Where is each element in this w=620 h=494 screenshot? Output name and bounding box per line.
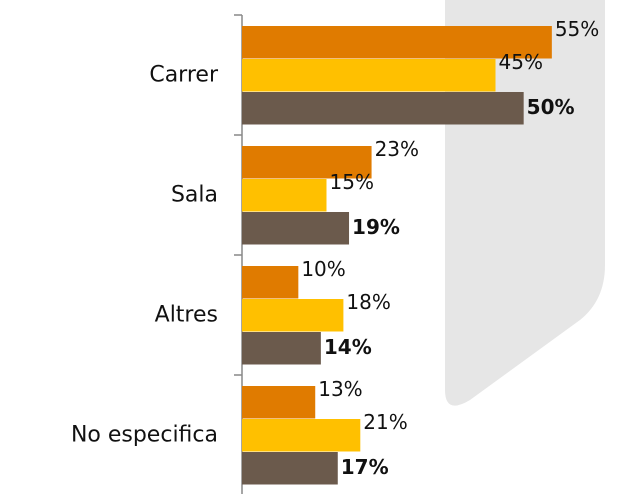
bar bbox=[242, 59, 496, 92]
category-label: Altres bbox=[155, 303, 218, 328]
category-label: No especifica bbox=[71, 423, 218, 448]
value-label: 19% bbox=[352, 215, 400, 239]
bar bbox=[242, 299, 344, 332]
value-label: 17% bbox=[341, 455, 389, 479]
bar bbox=[242, 266, 299, 299]
bar bbox=[242, 452, 338, 485]
value-label: 23% bbox=[375, 137, 419, 161]
bar bbox=[242, 332, 321, 365]
bar bbox=[242, 212, 350, 245]
value-label: 14% bbox=[324, 335, 372, 359]
bar bbox=[242, 386, 316, 419]
value-label: 55% bbox=[555, 17, 599, 41]
bar bbox=[242, 146, 372, 179]
value-label: 50% bbox=[527, 95, 575, 119]
value-label: 13% bbox=[318, 377, 362, 401]
value-label: 18% bbox=[346, 290, 390, 314]
value-label: 45% bbox=[499, 50, 543, 74]
category-label: Sala bbox=[171, 183, 218, 208]
bar bbox=[242, 419, 361, 452]
value-label: 15% bbox=[330, 170, 374, 194]
bar bbox=[242, 26, 552, 59]
category-label: Carrer bbox=[149, 63, 219, 88]
bar bbox=[242, 92, 524, 125]
value-label: 10% bbox=[301, 257, 345, 281]
value-label: 21% bbox=[363, 410, 407, 434]
bar bbox=[242, 179, 327, 212]
